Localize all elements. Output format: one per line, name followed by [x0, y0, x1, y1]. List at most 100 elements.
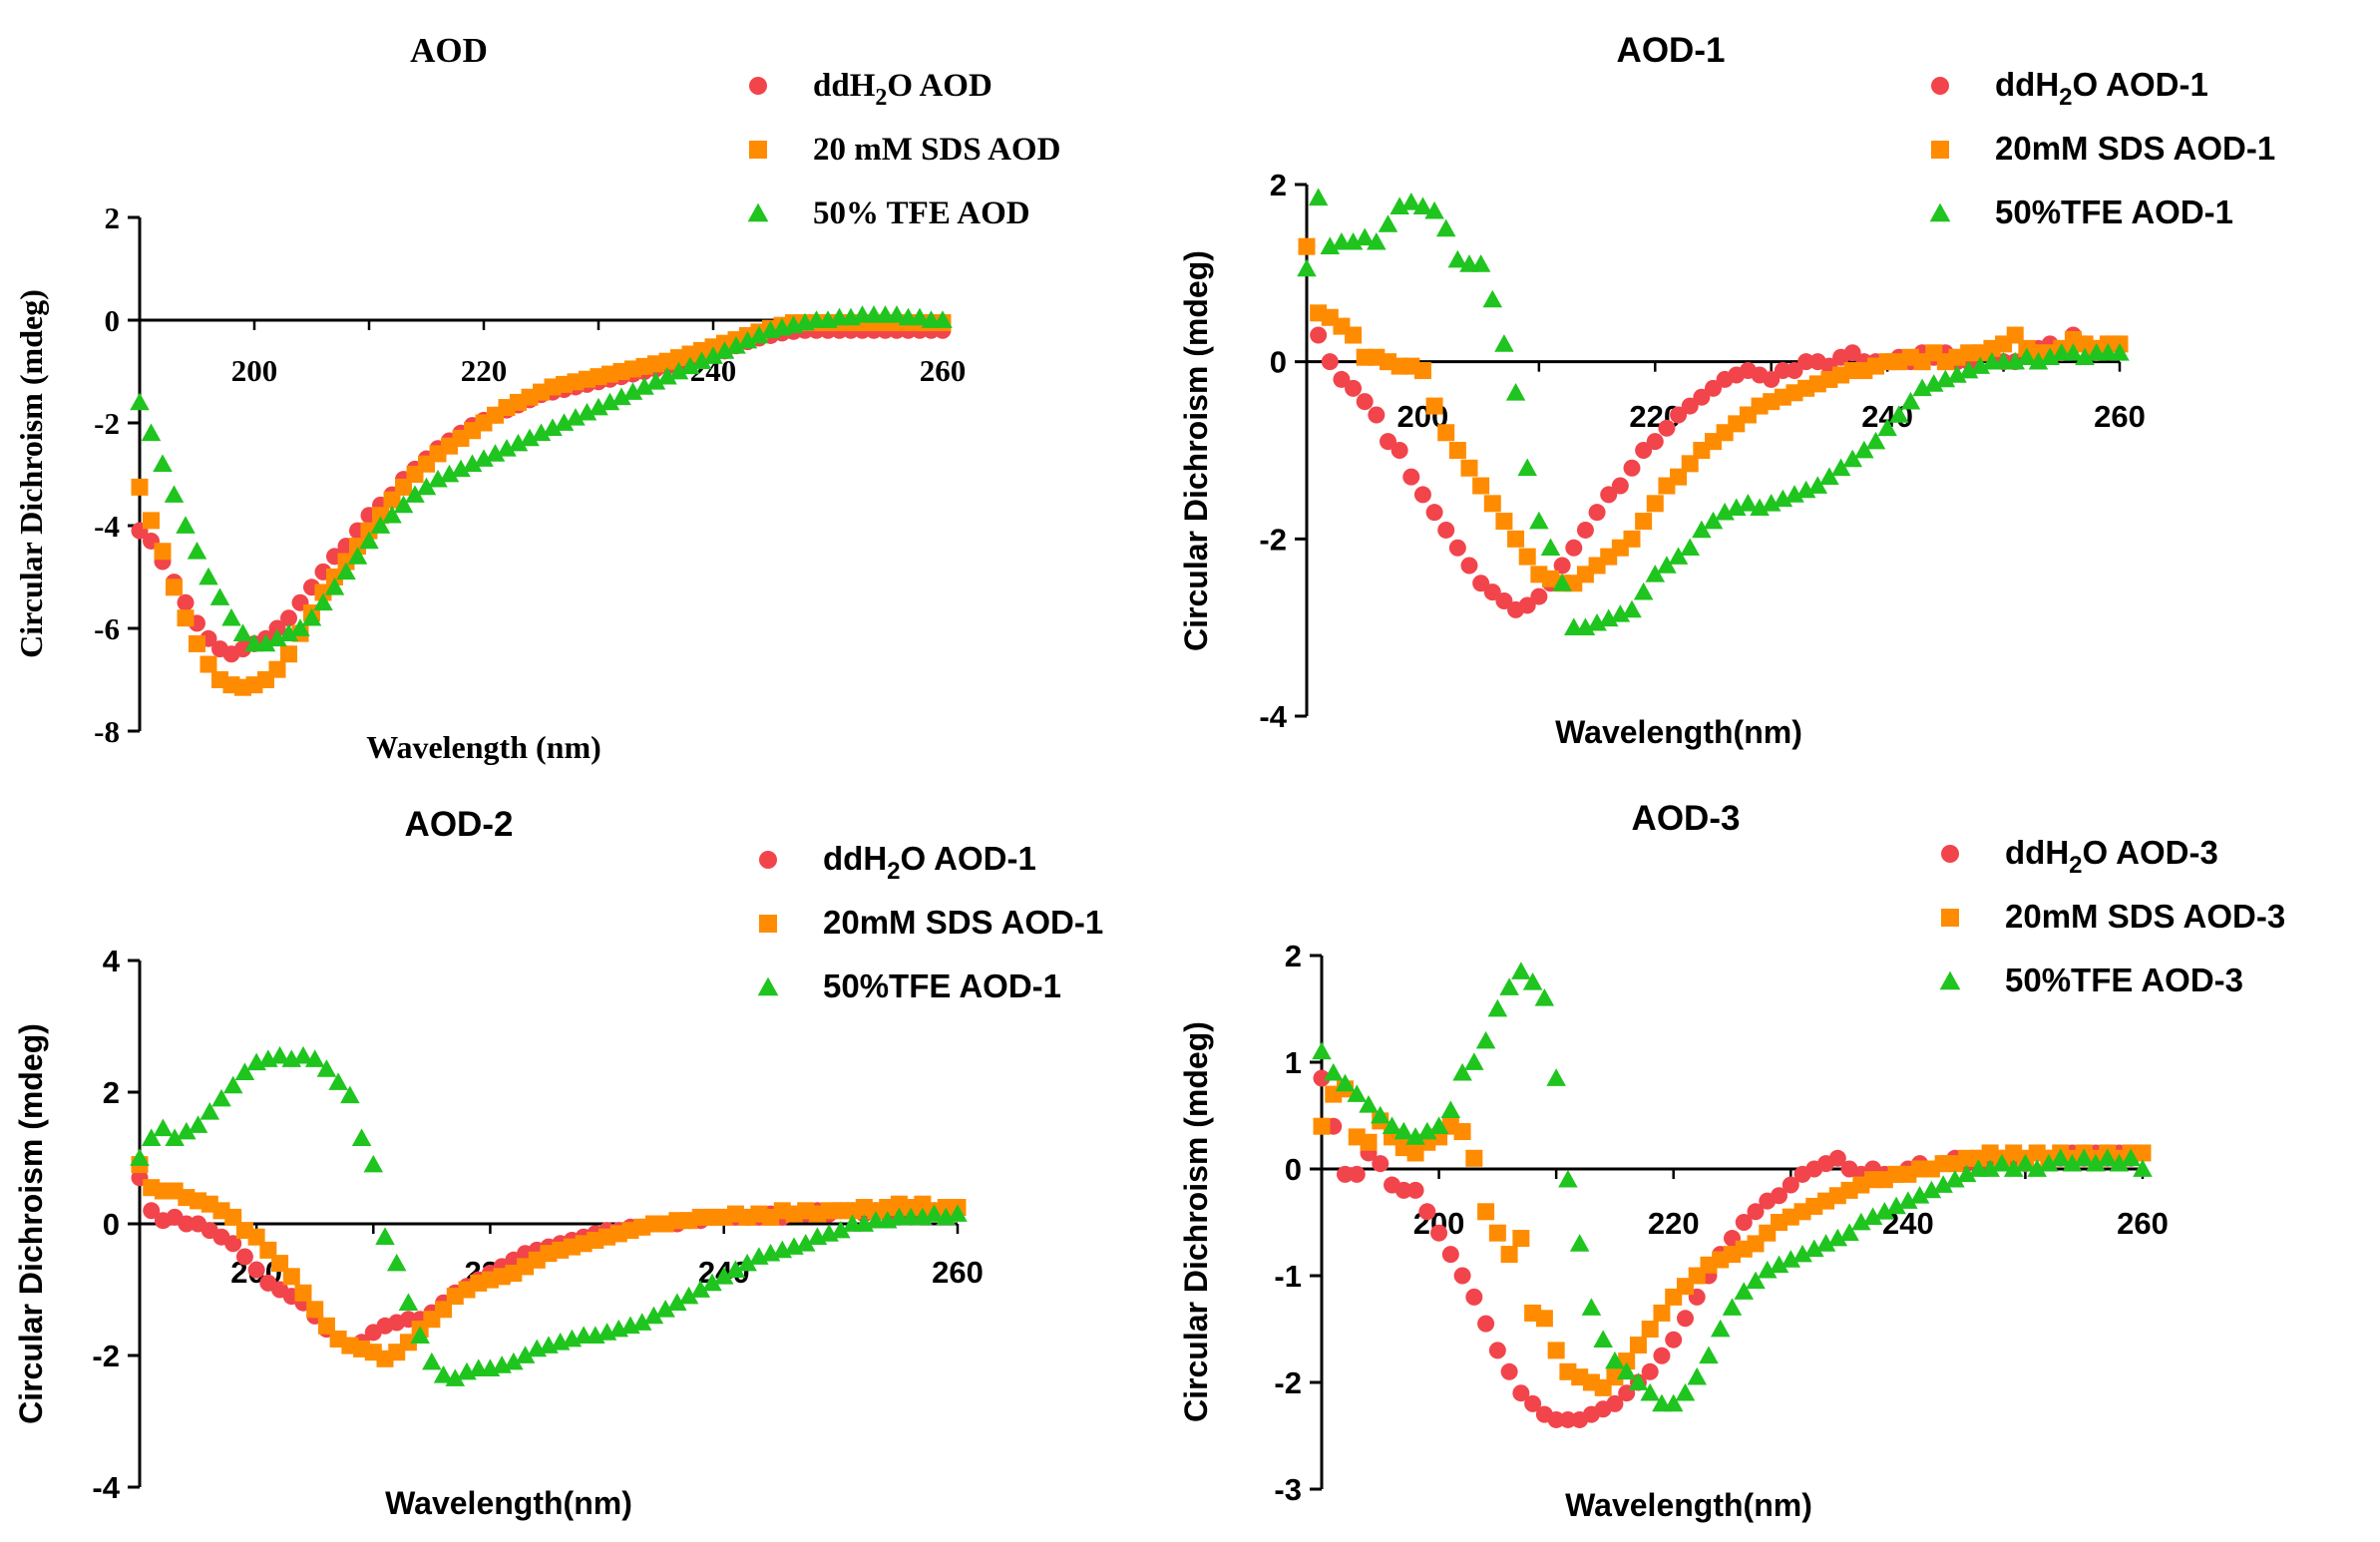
data-point-ddH2O	[1441, 1246, 1459, 1264]
data-point-ddH2O	[247, 1261, 265, 1279]
data-point-TFE	[433, 1365, 454, 1383]
data-point-ddH2O	[1747, 1203, 1765, 1221]
data-point-ddH2O	[1372, 1155, 1389, 1173]
data-point-ddH2O	[1828, 1149, 1846, 1167]
data-point-TFE	[566, 408, 586, 426]
data-point-ddH2O	[1658, 419, 1676, 437]
data-point-TFE	[737, 1253, 757, 1272]
data-point-SDS	[282, 1268, 300, 1286]
y-tick-label: 0	[105, 303, 121, 338]
data-point-SDS	[1547, 1342, 1565, 1359]
legend-label: 20 mM SDS AOD	[813, 132, 1060, 168]
data-point-ddH2O	[235, 1248, 253, 1266]
y-tick-label: -4	[1259, 699, 1287, 734]
series-SDS	[1298, 237, 2129, 592]
data-point-TFE	[1529, 511, 1549, 530]
data-point-ddH2O	[1797, 353, 1815, 371]
data-point-SDS	[1653, 1304, 1671, 1322]
data-point-TFE	[1393, 1121, 1414, 1140]
data-point-TFE	[667, 1293, 687, 1312]
legend-marker-TFE	[1929, 202, 1951, 222]
y-tick-label: -4	[92, 1470, 120, 1505]
data-point-ddH2O	[1565, 539, 1583, 557]
data-point-TFE	[631, 1313, 652, 1331]
data-point-TFE	[1699, 1346, 1719, 1364]
y-axis-label: Circular Dichroism (mdeg)	[1178, 1021, 1214, 1422]
data-point-TFE	[589, 397, 608, 416]
data-point-TFE	[141, 423, 162, 442]
data-point-SDS	[317, 1317, 335, 1335]
data-point-TFE	[1933, 1175, 1953, 1193]
data-point-TFE	[1558, 1169, 1578, 1188]
data-point-TFE	[1645, 565, 1666, 582]
y-tick-label: -2	[92, 1339, 120, 1373]
data-point-TFE	[393, 495, 414, 514]
x-tick-label: 200	[231, 353, 278, 388]
data-point-TFE	[1475, 1030, 1496, 1049]
data-point-SDS	[177, 609, 195, 627]
data-point-TFE	[1668, 547, 1689, 565]
data-point-TFE	[187, 541, 207, 560]
data-point-SDS	[1535, 1310, 1553, 1328]
data-point-TFE	[153, 1118, 174, 1137]
data-point-TFE	[726, 335, 746, 354]
data-point-TFE	[1785, 485, 1804, 503]
data-point-TFE	[445, 1368, 466, 1386]
data-point-TFE	[304, 1049, 325, 1067]
data-point-TFE	[1540, 538, 1561, 557]
data-point-TFE	[267, 628, 287, 647]
data-point-TFE	[1382, 1116, 1402, 1135]
data-point-TFE	[725, 1260, 746, 1279]
data-point-TFE	[1320, 236, 1341, 255]
data-point-TFE	[1692, 520, 1712, 539]
data-point-TFE	[351, 1128, 372, 1147]
data-point-SDS	[1507, 530, 1525, 548]
data-point-ddH2O	[1402, 468, 1420, 486]
data-point-TFE	[1355, 227, 1375, 246]
data-point-SDS	[399, 1334, 417, 1351]
data-point-TFE	[2074, 1148, 2094, 1167]
data-point-ddH2O	[1348, 1165, 1366, 1183]
data-point-ddH2O	[1483, 583, 1501, 601]
data-point-SDS	[2006, 326, 2024, 344]
data-point-TFE	[1343, 231, 1364, 250]
data-point-TFE	[1687, 1366, 1708, 1385]
y-tick-label: 2	[105, 200, 121, 235]
x-axis-label: Wavelength(nm)	[385, 1485, 632, 1521]
data-point-ddH2O	[1623, 459, 1641, 477]
data-point-TFE	[1534, 988, 1555, 1006]
data-point-TFE	[508, 433, 529, 452]
x-axis-label: Wavelength(nm)	[1555, 714, 1802, 750]
data-point-TFE	[347, 547, 368, 565]
data-point-ddH2O	[1681, 397, 1699, 415]
data-point-ddH2O	[1518, 596, 1536, 614]
data-point-ddH2O	[1472, 575, 1490, 592]
data-point-TFE	[1605, 1350, 1625, 1369]
data-point-SDS	[131, 478, 149, 496]
data-point-TFE	[611, 387, 631, 406]
data-point-TFE	[1640, 1382, 1660, 1401]
data-point-TFE	[2039, 1153, 2059, 1172]
data-point-TFE	[188, 1115, 208, 1133]
legend-marker-SDS	[1941, 909, 1959, 927]
data-point-TFE	[1734, 1282, 1755, 1300]
data-point-TFE	[1367, 231, 1387, 250]
data-point-TFE	[1900, 391, 1921, 410]
data-point-TFE	[451, 459, 471, 478]
data-point-SDS	[435, 1301, 453, 1319]
y-tick-label: -2	[1274, 1365, 1302, 1400]
data-point-SDS	[1465, 1149, 1483, 1167]
data-point-ddH2O	[1477, 1315, 1495, 1333]
data-point-TFE	[1865, 431, 1886, 450]
x-tick-label: 220	[461, 353, 508, 388]
data-point-TFE	[165, 1128, 185, 1147]
data-point-SDS	[1681, 455, 1699, 473]
data-point-TFE	[1746, 1271, 1766, 1290]
data-point-SDS	[306, 1301, 324, 1319]
data-point-ddH2O	[1646, 433, 1664, 451]
data-point-ddH2O	[1406, 1181, 1424, 1199]
data-point-TFE	[1401, 192, 1421, 210]
data-point-ddH2O	[1345, 379, 1363, 397]
data-point-ddH2O	[1606, 1394, 1624, 1412]
data-point-TFE	[1980, 1159, 2000, 1177]
